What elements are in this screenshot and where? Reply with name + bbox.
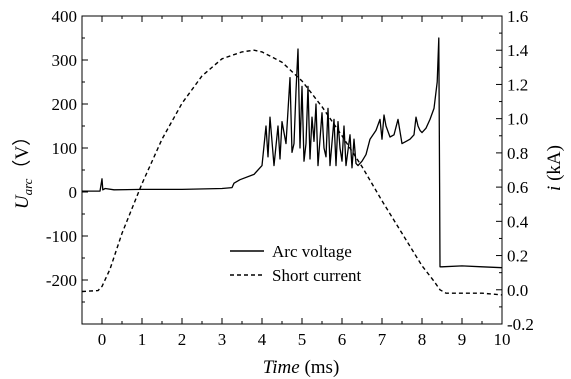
y-left-tick-label: 300: [52, 51, 78, 70]
legend-label-short-current: Short current: [272, 266, 362, 285]
y-right-tick-label: 0.6: [507, 178, 528, 197]
y-left-title-unit: （V）: [11, 127, 33, 179]
x-tick-label: 2: [178, 330, 187, 349]
x-axis-title-var: Time: [263, 357, 300, 378]
y-left-axis-ticks: -200 -100 0 100 200 300 400: [46, 7, 88, 325]
x-tick-label: 10: [494, 330, 511, 349]
x-tick-label: 3: [218, 330, 227, 349]
y-left-title-sub: arc: [20, 178, 35, 195]
y-right-axis-ticks: -0.2 0.0 0.2 0.4 0.6 0.8 1.0 1.2 1.4 1.6: [496, 7, 534, 334]
x-tick-label: 5: [298, 330, 307, 349]
y-right-tick-label: 0.8: [507, 144, 528, 163]
legend-label-arc-voltage: Arc voltage: [272, 242, 352, 261]
legend: Arc voltage Short current: [230, 242, 362, 285]
y-right-tick-label: 0.4: [507, 212, 529, 231]
y-right-tick-label: 0.2: [507, 247, 528, 266]
y-left-axis-title: Uarc（V）: [11, 127, 35, 209]
y-left-tick-label: -100: [46, 227, 77, 246]
series-layer: [81, 37, 503, 296]
y-left-tick-label: 400: [52, 7, 78, 26]
x-tick-label: 8: [418, 330, 427, 349]
y-left-tick-label: 100: [52, 139, 78, 158]
y-right-tick-label: 1.6: [507, 7, 528, 26]
x-tick-label: 0: [98, 330, 107, 349]
y-right-tick-label: 1.0: [507, 110, 528, 129]
x-tick-label: 9: [458, 330, 467, 349]
x-tick-label: 6: [338, 330, 347, 349]
x-tick-label: 4: [258, 330, 267, 349]
y-right-tick-label: 1.2: [507, 75, 528, 94]
y-left-title-var: U: [12, 194, 33, 209]
y-left-tick-label: -200: [46, 271, 77, 290]
y-right-tick-label: -0.2: [507, 315, 534, 334]
x-tick-label: 7: [378, 330, 387, 349]
series-line-short-current: [81, 49, 503, 296]
y-right-title-var: i: [544, 186, 565, 191]
y-right-title-unit: (kA): [544, 145, 565, 186]
y-right-tick-label: 1.4: [507, 41, 529, 60]
x-axis-ticks: 0 1 2 3 4 5 6 7 8 9 10: [81, 16, 511, 349]
x-axis-title: Time (ms): [263, 357, 340, 378]
y-right-tick-label: 0.0: [507, 281, 528, 300]
y-left-tick-label: 0: [69, 183, 78, 202]
x-axis-title-unit: (ms): [300, 357, 340, 378]
y-right-axis-title: i (kA): [544, 145, 565, 191]
x-tick-label: 1: [138, 330, 147, 349]
y-left-tick-label: 200: [52, 95, 78, 114]
series-line-arc-voltage: [82, 37, 503, 269]
